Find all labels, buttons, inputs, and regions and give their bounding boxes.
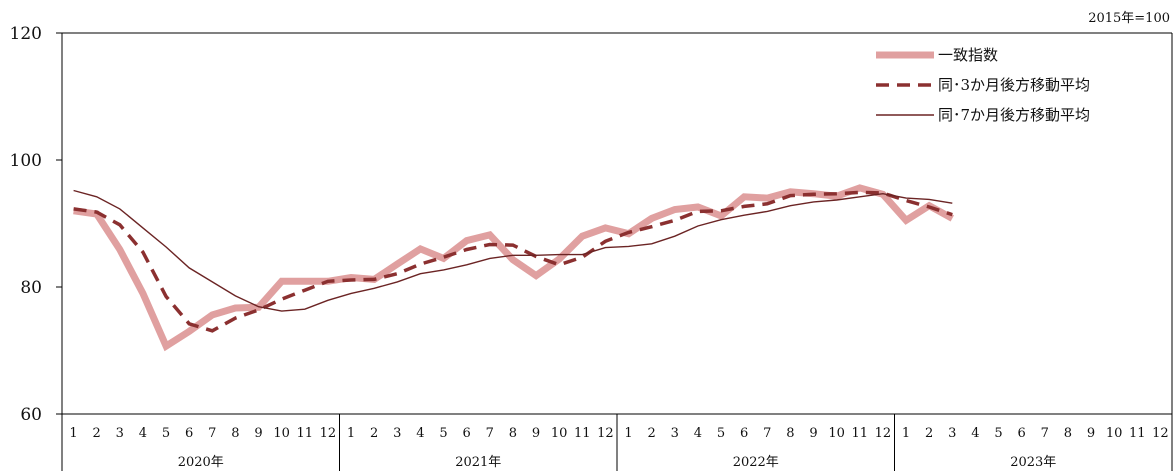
y-tick-label: 60 [20, 405, 42, 425]
x-month-label: 10 [551, 426, 568, 441]
x-month-label: 1 [624, 426, 632, 441]
x-month-label: 1 [69, 426, 77, 441]
x-year-label: 2021年 [455, 455, 501, 470]
y-tick-label: 120 [10, 24, 42, 44]
x-month-label: 8 [509, 426, 517, 441]
x-month-label: 4 [416, 426, 424, 441]
x-axis: 1 2 3 4 5 6 7 8 9 10 11 12 1 2 3 4 5 6 7 8 9 10 11 12 1 2 3 4 5 6 7 8 9 1… [69, 414, 1169, 471]
x-month-label: 12 [875, 426, 892, 441]
x-month-label: 8 [786, 426, 794, 441]
plot-frame [61, 32, 1173, 471]
x-month-label: 8 [1064, 426, 1072, 441]
x-month-label: 11 [852, 426, 869, 441]
x-month-label: 1 [347, 426, 355, 441]
x-month-label: 3 [948, 426, 956, 441]
x-month-label: 2 [648, 426, 656, 441]
x-month-label: 10 [828, 426, 845, 441]
x-month-label: 9 [1087, 426, 1095, 441]
legend-label-2: 同･3か月後方移動平均 [938, 76, 1090, 94]
x-month-label: 3 [116, 426, 124, 441]
x-month-label: 12 [320, 426, 337, 441]
x-month-label: 3 [671, 426, 679, 441]
x-month-label: 6 [463, 426, 471, 441]
x-month-label: 3 [393, 426, 401, 441]
x-month-label: 11 [297, 426, 314, 441]
x-month-label: 11 [1129, 426, 1146, 441]
x-year-label: 2020年 [178, 455, 224, 470]
legend-label-3: 同･7か月後方移動平均 [938, 106, 1090, 124]
unit-note: 2015年=100 [1088, 11, 1170, 26]
legend-label-1: 一致指数 [938, 46, 998, 64]
x-month-label: 11 [574, 426, 591, 441]
x-month-label: 6 [1018, 426, 1026, 441]
series-line-2 [73, 190, 953, 333]
x-month-label: 7 [208, 426, 216, 441]
x-month-label: 9 [532, 426, 540, 441]
x-month-label: 9 [809, 426, 817, 441]
x-month-label: 7 [1041, 426, 1049, 441]
x-month-label: 7 [763, 426, 771, 441]
x-year-label: 2023年 [1010, 455, 1056, 470]
y-axis: 60 80 100 120 [10, 24, 62, 425]
x-month-label: 5 [717, 426, 725, 441]
x-month-label: 4 [694, 426, 702, 441]
series-layer [73, 184, 954, 352]
x-month-label: 12 [1152, 426, 1169, 441]
x-month-label: 4 [139, 426, 147, 441]
x-month-label: 4 [971, 426, 979, 441]
x-year-label: 2022年 [733, 455, 779, 470]
x-month-label: 5 [162, 426, 170, 441]
series-line-1 [73, 184, 954, 352]
y-tick-label: 100 [10, 151, 42, 171]
x-month-label: 9 [254, 426, 262, 441]
x-month-label: 10 [273, 426, 290, 441]
x-month-label: 12 [597, 426, 614, 441]
x-month-label: 6 [185, 426, 193, 441]
x-month-label: 7 [486, 426, 494, 441]
x-month-label: 1 [902, 426, 910, 441]
x-month-label: 2 [93, 426, 101, 441]
x-month-label: 8 [231, 426, 239, 441]
x-month-label: 6 [740, 426, 748, 441]
y-tick-label: 80 [20, 278, 42, 298]
x-month-label: 2 [925, 426, 933, 441]
x-month-label: 5 [439, 426, 447, 441]
series-line-3 [73, 189, 953, 312]
x-month-label: 2 [370, 426, 378, 441]
x-month-label: 5 [994, 426, 1002, 441]
x-month-label: 10 [1106, 426, 1123, 441]
